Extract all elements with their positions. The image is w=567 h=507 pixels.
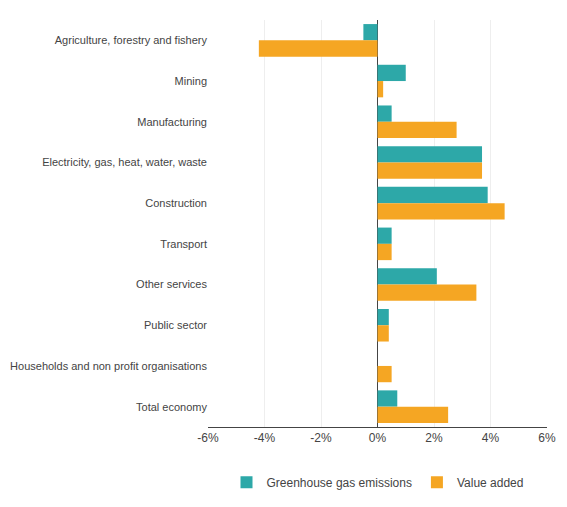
svg-text:Households and non profit orga: Households and non profit organisations <box>10 360 207 372</box>
svg-text:Agriculture, forestry and fish: Agriculture, forestry and fishery <box>55 34 208 46</box>
svg-text:Public sector: Public sector <box>144 319 207 331</box>
svg-text:Mining: Mining <box>175 75 207 87</box>
svg-text:4%: 4% <box>482 431 500 445</box>
svg-text:-2%: -2% <box>310 431 332 445</box>
svg-text:Manufacturing: Manufacturing <box>137 116 207 128</box>
svg-text:2%: 2% <box>425 431 443 445</box>
svg-text:Electricity, gas, heat, water,: Electricity, gas, heat, water, waste <box>42 156 207 168</box>
svg-text:0%: 0% <box>369 431 387 445</box>
svg-text:Total economy: Total economy <box>136 401 207 413</box>
svg-text:6%: 6% <box>538 431 556 445</box>
svg-text:Transport: Transport <box>160 238 207 250</box>
svg-text:-6%: -6% <box>197 431 219 445</box>
svg-text:-4%: -4% <box>254 431 276 445</box>
svg-text:Other services: Other services <box>136 278 207 290</box>
svg-text:Greenhouse gas emissions: Greenhouse gas emissions <box>267 476 412 490</box>
svg-text:Value added: Value added <box>457 476 524 490</box>
svg-text:Construction: Construction <box>145 197 207 209</box>
